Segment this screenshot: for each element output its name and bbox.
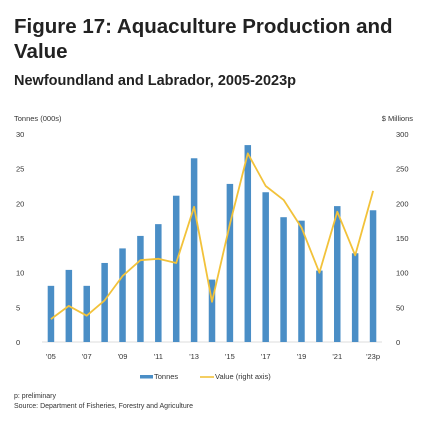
bar-tonnes <box>47 285 55 342</box>
y-left-tick-label: 25 <box>16 165 24 174</box>
y-right-tick-label: 100 <box>396 269 409 278</box>
x-tick-label: '15 <box>225 352 235 361</box>
y-left-tick-label: 15 <box>16 234 24 243</box>
y-left-tick-label: 10 <box>16 269 24 278</box>
source-note: Source: Department of Fisheries, Forestr… <box>14 403 193 410</box>
bar-tonnes <box>119 248 126 342</box>
y-left-tick-label: 30 <box>16 130 24 139</box>
bar-tonnes <box>280 217 287 342</box>
legend-label-value: Value (right axis) <box>215 372 271 381</box>
y-right-tick-label: 250 <box>396 165 409 174</box>
bar-tonnes <box>316 270 323 342</box>
y-right-axis-title: $ Millions <box>382 114 414 123</box>
bar-tonnes <box>298 220 305 342</box>
bar-tonnes <box>226 183 234 342</box>
x-tick-label: '05 <box>46 352 56 361</box>
bar-tonnes <box>262 192 269 342</box>
bar-tonnes <box>190 158 198 342</box>
x-tick-label: '19 <box>297 352 307 361</box>
bar-tonnes <box>101 262 108 342</box>
bar-tonnes <box>369 210 377 342</box>
bar-tonnes <box>334 206 341 342</box>
preliminary-note: p: preliminary <box>14 393 57 400</box>
y-right-tick-label: 0 <box>396 338 400 347</box>
legend-swatch-tonnes <box>140 375 153 379</box>
bar-tonnes <box>83 285 90 342</box>
chart-subtitle: Newfoundland and Labrador, 2005-2023p <box>14 73 297 89</box>
y-left-tick-label: 20 <box>16 199 24 208</box>
chart-title: Figure 17: Aquaculture Production and Va… <box>14 15 393 63</box>
x-tick-label: '07 <box>82 352 92 361</box>
bar-tonnes <box>155 224 162 342</box>
x-tick-label: '13 <box>189 352 199 361</box>
y-left-tick-label: 5 <box>16 303 20 312</box>
y-right-tick-label: 150 <box>396 234 409 243</box>
x-tick-label: '23p <box>366 352 380 361</box>
x-tick-label: '21 <box>332 352 342 361</box>
bar-tonnes <box>351 253 359 342</box>
bar-tonnes <box>208 279 216 342</box>
bar-tonnes <box>172 195 180 342</box>
bar-tonnes <box>244 145 252 342</box>
y-left-tick-label: 0 <box>16 338 20 347</box>
y-left-axis-title: Tonnes (000s) <box>14 114 62 123</box>
y-right-tick-label: 300 <box>396 130 409 139</box>
y-right-tick-label: 200 <box>396 199 409 208</box>
legend-label-tonnes: Tonnes <box>154 372 178 381</box>
bar-tonnes <box>137 235 144 342</box>
y-right-tick-label: 50 <box>396 303 404 312</box>
x-tick-label: '09 <box>118 352 128 361</box>
x-tick-label: '17 <box>261 352 271 361</box>
line-value <box>50 152 374 320</box>
x-tick-label: '11 <box>154 352 163 361</box>
